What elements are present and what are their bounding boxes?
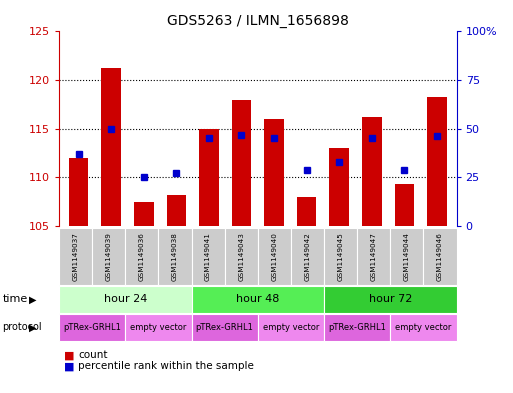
Title: GDS5263 / ILMN_1656898: GDS5263 / ILMN_1656898 <box>167 14 349 28</box>
Bar <box>199 129 219 226</box>
Text: GSM1149044: GSM1149044 <box>404 232 410 281</box>
Text: GSM1149041: GSM1149041 <box>205 232 211 281</box>
Bar <box>264 119 284 226</box>
Text: empty vector: empty vector <box>395 323 451 332</box>
Text: GSM1149036: GSM1149036 <box>139 232 145 281</box>
Text: pTRex-GRHL1: pTRex-GRHL1 <box>196 323 253 332</box>
Bar <box>134 202 153 226</box>
Text: hour 72: hour 72 <box>369 294 412 305</box>
Bar <box>167 195 186 226</box>
Text: pTRex-GRHL1: pTRex-GRHL1 <box>328 323 386 332</box>
Text: GSM1149045: GSM1149045 <box>338 232 344 281</box>
Bar <box>102 68 121 226</box>
Text: protocol: protocol <box>3 322 42 332</box>
Text: GSM1149046: GSM1149046 <box>437 232 443 281</box>
Bar <box>69 158 88 226</box>
Bar <box>329 148 349 226</box>
Text: percentile rank within the sample: percentile rank within the sample <box>78 361 254 371</box>
Text: empty vector: empty vector <box>130 323 187 332</box>
Text: ■: ■ <box>64 350 74 360</box>
Text: pTRex-GRHL1: pTRex-GRHL1 <box>63 323 121 332</box>
Text: empty vector: empty vector <box>263 323 319 332</box>
Text: GSM1149038: GSM1149038 <box>172 232 178 281</box>
Text: count: count <box>78 350 108 360</box>
Text: ▶: ▶ <box>29 294 37 305</box>
Bar <box>427 97 447 226</box>
Text: GSM1149040: GSM1149040 <box>271 232 278 281</box>
Text: time: time <box>3 294 28 305</box>
Text: GSM1149039: GSM1149039 <box>106 232 112 281</box>
Text: GSM1149042: GSM1149042 <box>305 232 310 281</box>
Text: GSM1149037: GSM1149037 <box>72 232 78 281</box>
Bar <box>297 197 317 226</box>
Text: ▶: ▶ <box>29 322 37 332</box>
Bar <box>362 117 382 226</box>
Text: hour 24: hour 24 <box>104 294 147 305</box>
Text: hour 48: hour 48 <box>236 294 280 305</box>
Bar <box>232 99 251 226</box>
Bar <box>394 184 414 226</box>
Text: GSM1149047: GSM1149047 <box>371 232 377 281</box>
Text: ■: ■ <box>64 361 74 371</box>
Text: GSM1149043: GSM1149043 <box>238 232 244 281</box>
